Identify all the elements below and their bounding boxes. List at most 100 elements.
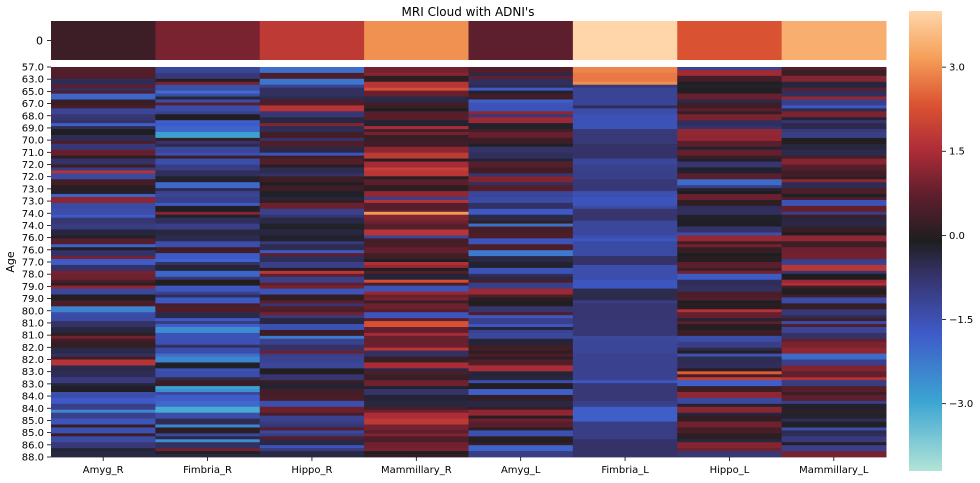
heatmap-cell — [259, 155, 365, 159]
heatmap-cell — [572, 72, 678, 77]
heatmap-cell — [51, 344, 156, 349]
age-tick-label: 88.0 — [22, 453, 44, 464]
heatmap-cell — [364, 264, 469, 269]
heatmap-cell — [259, 84, 365, 89]
heatmap-cell — [51, 321, 156, 325]
heatmap-cell — [468, 362, 574, 366]
heatmap-cell — [677, 273, 783, 278]
heatmap-cell — [572, 389, 678, 393]
heatmap-cell — [677, 365, 783, 369]
heatmap-cell — [155, 329, 261, 334]
heatmap-cell — [572, 303, 678, 307]
heatmap-cell — [51, 380, 156, 384]
top-cell-fimbria_l — [572, 21, 678, 60]
heatmap-cell — [155, 318, 261, 322]
heatmap-cell — [781, 448, 887, 452]
heatmap-cell — [468, 436, 574, 440]
heatmap-cell — [572, 365, 678, 369]
heatmap-cell — [259, 170, 365, 174]
heatmap-cell — [155, 90, 261, 94]
heatmap-cell — [51, 291, 156, 295]
top-cell-amyg_r — [51, 21, 156, 60]
heatmap-cell — [155, 256, 261, 260]
heatmap-cell — [572, 117, 678, 121]
heatmap-cell — [51, 424, 156, 428]
heatmap-cell — [677, 318, 783, 322]
heatmap-cell — [468, 137, 574, 142]
heatmap-cell — [155, 377, 261, 381]
heatmap-cell — [781, 427, 887, 431]
heatmap-cell — [364, 377, 469, 381]
heatmap-cell — [155, 303, 261, 307]
heatmap-cell — [468, 344, 574, 349]
heatmap-cell — [51, 306, 156, 310]
heatmap-cell — [781, 327, 887, 331]
age-tick-label: 86.0 — [22, 440, 44, 451]
heatmap-cell — [677, 442, 783, 446]
heatmap-cell — [781, 250, 887, 254]
heatmap-cell — [677, 111, 783, 115]
heatmap-cell — [259, 129, 365, 133]
heatmap-cell — [364, 454, 469, 458]
heatmap-cell — [572, 353, 678, 357]
heatmap-cell — [677, 105, 783, 109]
heatmap-cell — [259, 158, 365, 162]
heatmap-cell — [677, 220, 783, 224]
heatmap-cell — [155, 368, 261, 372]
heatmap-cell — [677, 99, 783, 103]
heatmap-cell — [572, 152, 678, 157]
heatmap-cell — [364, 341, 469, 346]
colorbar-tick-label: 0.0 — [949, 231, 965, 242]
age-tick-label: 83.0 — [22, 367, 44, 378]
heatmap-cell — [155, 72, 261, 77]
heatmap-cell — [781, 90, 887, 94]
heatmap-cell — [155, 394, 261, 399]
heatmap-cell — [781, 161, 887, 165]
heatmap-cell — [364, 276, 469, 281]
heatmap-cell — [781, 114, 887, 118]
heatmap-cell — [259, 111, 365, 115]
top-cell-mammillary_r — [364, 21, 469, 60]
heatmap-cell — [468, 99, 574, 103]
heatmap-cell — [468, 84, 574, 89]
heatmap-cell — [781, 123, 887, 127]
heatmap-cell — [781, 324, 887, 328]
heatmap-cell — [155, 197, 261, 201]
heatmap-cell — [364, 327, 469, 331]
heatmap-cell — [677, 439, 783, 443]
heatmap-cell — [364, 256, 469, 260]
heatmap-cell — [51, 350, 156, 354]
heatmap-cell — [364, 211, 469, 216]
heatmap-cell — [51, 232, 156, 236]
heatmap-cell — [259, 179, 365, 183]
heatmap-cell — [677, 294, 783, 298]
heatmap-cell — [468, 223, 574, 227]
heatmap-cell — [364, 105, 469, 109]
x-tick-label-fimbria_r: Fimbria_R — [183, 465, 232, 476]
heatmap-cell — [259, 99, 365, 103]
heatmap-cell — [155, 327, 261, 331]
heatmap-cell — [468, 409, 574, 414]
heatmap-cell — [364, 321, 469, 325]
heatmap-cell — [677, 309, 783, 313]
heatmap-cell — [781, 167, 887, 171]
heatmap-cell — [572, 223, 678, 227]
heatmap-cell — [51, 392, 156, 396]
heatmap-cell — [572, 415, 678, 419]
heatmap-cell — [677, 415, 783, 419]
heatmap-cell — [155, 167, 261, 171]
heatmap-cell — [364, 235, 469, 239]
heatmap-cell — [51, 214, 156, 219]
heatmap-cell — [364, 386, 469, 390]
heatmap-cell — [155, 389, 261, 393]
heatmap-cell — [572, 229, 678, 233]
heatmap-cell — [781, 300, 887, 304]
heatmap-cell — [51, 436, 156, 440]
heatmap-cell — [677, 371, 783, 375]
heatmap-cell — [468, 96, 574, 100]
heatmap-cell — [677, 146, 783, 151]
heatmap-cell — [51, 90, 156, 94]
heatmap-cell — [364, 96, 469, 100]
heatmap-cell — [259, 276, 365, 281]
age-tick-label: 70.0 — [22, 136, 44, 147]
